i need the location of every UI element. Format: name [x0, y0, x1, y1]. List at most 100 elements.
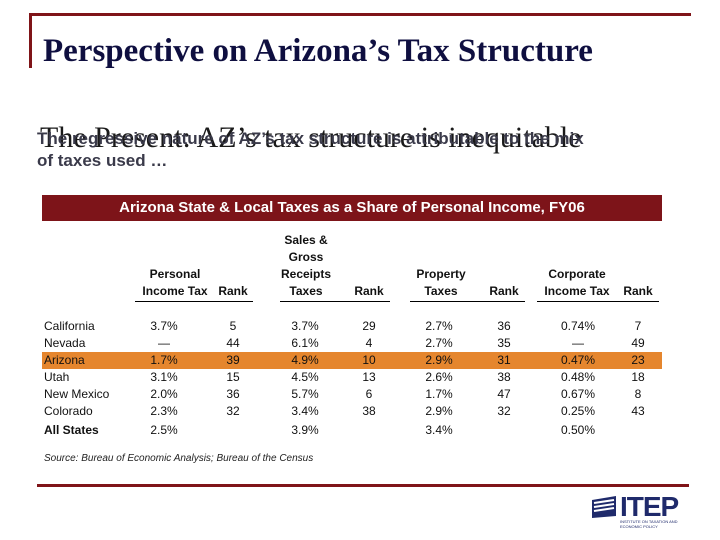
header-property-taxes: Property Taxes [405, 266, 477, 300]
header-sales-1: Sales & [284, 233, 328, 247]
header-rank-3: Rank [489, 284, 519, 298]
cell-corp: 0.47% [560, 353, 596, 367]
table-source-note: Source: Bureau of Economic Analysis; Bur… [44, 453, 314, 464]
cell-sales: 6.1% [291, 336, 319, 350]
cell-sales: 3.9% [291, 423, 319, 437]
header-corporate-income-tax: Corporate Income Tax [537, 266, 617, 300]
cell-prop: 2.9% [425, 353, 453, 367]
table-row-nevada: Nevada — 44 6.1% 4 2.7% 35 — 49 [42, 335, 662, 352]
cell-sales-rank: 38 [362, 404, 376, 418]
cell-corp-rank: 8 [634, 387, 642, 401]
cell-corp: 0.67% [560, 387, 596, 401]
cell-state: Utah [44, 370, 70, 384]
cell-corp: 0.50% [560, 423, 596, 437]
cell-corp-rank: 7 [634, 319, 642, 333]
cell-pit-rank: 32 [226, 404, 240, 418]
cell-sales: 4.5% [291, 370, 319, 384]
cell-sales-rank: 13 [362, 370, 376, 384]
cell-corp-rank: 43 [631, 404, 645, 418]
header-corporate: Corporate [548, 267, 606, 281]
tax-table: Arizona State & Local Taxes as a Share o… [42, 195, 662, 469]
cell-prop: 1.7% [425, 387, 453, 401]
itep-flag-icon [592, 496, 616, 518]
subtitle-serif: The Present: AZ’s tax structure is inequ… [40, 121, 582, 154]
cell-pit-rank: 39 [226, 353, 240, 367]
subtitle-line-2: of taxes used … [37, 151, 168, 170]
cell-prop: 3.4% [425, 423, 453, 437]
cell-corp: 0.74% [560, 319, 596, 333]
bottom-accent-rule [37, 484, 689, 487]
cell-sales: 4.9% [291, 353, 319, 367]
cell-corp-rank: 23 [631, 353, 645, 367]
cell-sales-rank: 29 [362, 319, 376, 333]
cell-pit-rank: 36 [226, 387, 240, 401]
cell-state: Nevada [44, 336, 86, 350]
cell-pit: 2.5% [150, 423, 178, 437]
header-underline-4 [537, 301, 659, 302]
cell-pit-rank: 44 [226, 336, 240, 350]
subtitle-sans: The regressive nature of AZ’s tax struct… [37, 128, 697, 172]
table-row-arizona: Arizona 1.7% 39 4.9% 10 2.9% 31 0.47% 23 [42, 352, 662, 369]
table-title: Arizona State & Local Taxes as a Share o… [42, 195, 662, 221]
cell-prop: 2.9% [425, 404, 453, 418]
logo-tagline: INSTITUTE ON TAXATION AND ECONOMIC POLIC… [620, 519, 678, 529]
cell-corp: 0.25% [560, 404, 596, 418]
cell-prop-rank: 36 [497, 319, 511, 333]
cell-state: All States [44, 423, 99, 437]
logo-text: ITEP [620, 491, 679, 522]
header-property-2: Taxes [424, 284, 458, 298]
header-rank-4: Rank [623, 284, 653, 298]
cell-sales-rank: 6 [365, 387, 373, 401]
left-accent-rule [29, 13, 32, 68]
cell-pit-rank: 15 [226, 370, 240, 384]
cell-prop: 2.7% [425, 336, 453, 350]
cell-corp-rank: 18 [631, 370, 645, 384]
header-rank-2: Rank [354, 284, 384, 298]
header-sales-2: Gross [288, 250, 324, 264]
header-personal-income-tax: Personal Income Tax [135, 266, 215, 300]
slide-title: Perspective on Arizona’s Tax Structure [43, 33, 593, 69]
cell-pit: 3.1% [150, 370, 178, 384]
table-row-new-mexico: New Mexico 2.0% 36 5.7% 6 1.7% 47 0.67% … [42, 386, 662, 403]
cell-sales-rank: 4 [365, 336, 373, 350]
cell-prop-rank: 32 [497, 404, 511, 418]
cell-prop-rank: 38 [497, 370, 511, 384]
header-underline-1 [135, 301, 253, 302]
cell-prop: 2.6% [425, 370, 453, 384]
header-sales-4: Taxes [289, 284, 323, 298]
table-row-colorado: Colorado 2.3% 32 3.4% 38 2.9% 32 0.25% 4… [42, 403, 662, 420]
cell-sales-rank: 10 [362, 353, 376, 367]
cell-pit: 2.3% [150, 404, 178, 418]
cell-corp: — [572, 336, 584, 350]
cell-pit: 1.7% [150, 353, 178, 367]
cell-corp: 0.48% [560, 370, 596, 384]
cell-sales: 3.7% [291, 319, 319, 333]
cell-corp-rank: 49 [631, 336, 645, 350]
header-sales-3: Receipts [280, 267, 332, 281]
cell-state: Colorado [44, 404, 93, 418]
header-corp-income-tax: Income Tax [544, 284, 610, 298]
cell-sales: 3.4% [291, 404, 319, 418]
cell-state: California [44, 319, 95, 333]
header-sales-taxes: Sales & Gross Receipts Taxes [270, 232, 342, 300]
table-row-utah: Utah 3.1% 15 4.5% 13 2.6% 38 0.48% 18 [42, 369, 662, 386]
itep-logo: ITEP INSTITUTE ON TAXATION AND ECONOMIC … [590, 491, 690, 529]
cell-prop-rank: 35 [497, 336, 511, 350]
subtitle-line-1: The regressive nature of AZ’s tax struct… [37, 129, 584, 148]
table-row-all-states: All States 2.5% 3.9% 3.4% 0.50% [42, 422, 662, 439]
header-underline-3 [410, 301, 525, 302]
cell-state: Arizona [44, 353, 85, 367]
header-property-1: Property [416, 267, 466, 281]
cell-pit-rank: 5 [229, 319, 237, 333]
header-income-tax: Income Tax [142, 284, 208, 298]
header-personal: Personal [149, 267, 201, 281]
cell-prop: 2.7% [425, 319, 453, 333]
cell-pit: 3.7% [150, 319, 178, 333]
top-accent-rule [29, 13, 691, 16]
table-row-california: California 3.7% 5 3.7% 29 2.7% 36 0.74% … [42, 318, 662, 335]
cell-sales: 5.7% [291, 387, 319, 401]
header-underline-2 [280, 301, 390, 302]
cell-prop-rank: 47 [497, 387, 511, 401]
cell-prop-rank: 31 [497, 353, 511, 367]
cell-state: New Mexico [44, 387, 110, 401]
